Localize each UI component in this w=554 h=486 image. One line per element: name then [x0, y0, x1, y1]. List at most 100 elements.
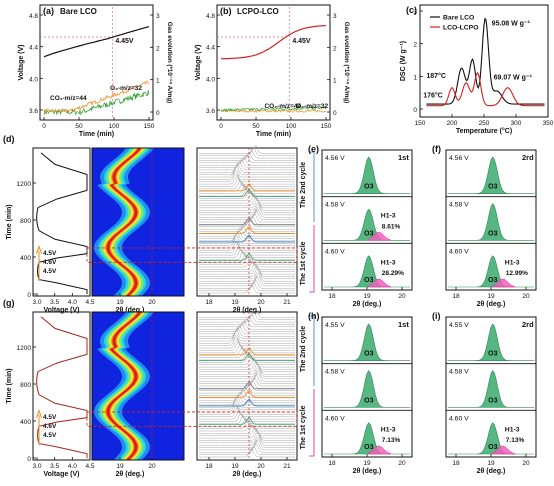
x-axis-label: Time (min) [256, 131, 291, 138]
x-axis-label: 2θ (deg.) [353, 301, 382, 308]
waterfall-trace [199, 203, 295, 213]
h13-peak [492, 445, 516, 455]
x-axis-label: 2θ (deg.) [353, 468, 382, 475]
highlighted-trace [199, 389, 295, 398]
voltage-label: 4.55 V [449, 322, 469, 329]
waterfall-trace [199, 193, 295, 204]
highlighted-trace [199, 352, 295, 361]
waterfall-trace [199, 276, 295, 287]
x-tick-label: 20 [522, 460, 530, 467]
cycle-highlight-box [86, 411, 298, 427]
cycle-2-label: The 2nd cycle [300, 326, 307, 372]
arrow-head [36, 408, 42, 418]
h13-fraction: 12.99% [506, 270, 528, 277]
o3-peak [323, 370, 411, 408]
waterfall-trace [199, 423, 295, 432]
waterfall-trace [199, 332, 295, 342]
x-tick-label: 20 [398, 460, 406, 467]
waterfall-trace [199, 259, 295, 268]
cycle-2-bracket [309, 151, 315, 222]
waterfall-trace [199, 263, 295, 272]
x-axis-label: 2θ (deg.) [116, 307, 145, 314]
x-tick-label: 150 [415, 120, 426, 127]
y-tick-label: 4.4 [29, 45, 38, 52]
highlighted-trace [199, 225, 295, 234]
x-tick-label: 18 [452, 293, 460, 300]
x-tick-label: 100 [109, 123, 120, 130]
panel-tag: (f) [432, 144, 441, 154]
arrow-head [36, 244, 42, 254]
voltage-mark: 4.5V [43, 250, 57, 257]
panel-tag: (i) [432, 311, 441, 321]
waterfall-trace [199, 281, 295, 291]
peak-label-bare: 95.08 W g⁻¹ [492, 21, 531, 28]
highlighted-trace [199, 183, 295, 192]
co2-curve [220, 108, 327, 114]
highlighted-trace [199, 188, 295, 197]
dsc-lcpo [426, 72, 545, 107]
voltage-label: 4.58 V [449, 202, 469, 209]
waterfall-trace [199, 406, 295, 415]
x-tick-label: 21 [283, 463, 291, 470]
x-tick-label: 4.5 [85, 463, 94, 470]
waterfall-group [199, 145, 295, 294]
x-axis-label: 2θ (deg.) [477, 468, 506, 475]
waterfall-trace [199, 269, 295, 280]
voltage-mark: 4.5V [43, 268, 57, 275]
y-tick-label: 3 [413, 9, 417, 16]
cycle-label: 1st [398, 320, 409, 329]
waterfall-trace [199, 236, 295, 246]
waterfall-trace [199, 363, 295, 373]
cycle-label: 2rd [522, 153, 534, 162]
waterfall-trace [199, 210, 295, 220]
voltage-profile [36, 152, 88, 294]
waterfall-trace [199, 280, 295, 289]
o3-label: O3 [364, 444, 373, 451]
cycle-2-label: The 2nd cycle [300, 162, 307, 208]
voltage-mark: 4.6V [43, 259, 57, 266]
cycle-1-label: The 1st cycle [300, 405, 307, 449]
o3-label: O3 [488, 397, 497, 404]
waterfall-trace [199, 184, 295, 194]
x-tick-label: 150 [321, 123, 332, 130]
waterfall-trace [199, 352, 295, 363]
y2-tick-label: 2 [156, 45, 160, 52]
waterfall-trace [199, 159, 295, 168]
o3-peak [323, 323, 411, 361]
y-axis-label: Voltage (V) [195, 44, 202, 80]
h13-peak [368, 445, 392, 455]
o3-label: O3 [488, 230, 497, 237]
voltage-profile [36, 316, 88, 458]
x-tick-label: 21 [283, 299, 291, 306]
x-axis-label: Voltage (V) [43, 471, 79, 478]
x-tick-label: 350 [543, 120, 554, 127]
waterfall-trace [199, 395, 295, 406]
waterfall-trace [199, 348, 295, 358]
x-axis-label: 2θ (deg.) [116, 471, 145, 478]
panel-tag: (b) [220, 6, 232, 16]
waterfall-trace [199, 235, 295, 244]
y-tick-label: 1200 [17, 181, 32, 188]
x-tick-label: 20 [148, 463, 156, 470]
waterfall-trace [199, 339, 295, 349]
waterfall-trace [199, 433, 295, 444]
waterfall-trace [199, 376, 295, 387]
y-tick-label: 3.6 [206, 108, 215, 115]
h13-peak [368, 232, 392, 241]
y-tick-label: 4.8 [29, 13, 38, 20]
waterfall-trace [199, 151, 295, 161]
o3-label: O3 [488, 184, 497, 191]
x-tick-label: 18 [452, 460, 460, 467]
o3-peak [447, 323, 535, 361]
waterfall-trace [199, 427, 295, 436]
cycle-1-bracket [309, 388, 315, 457]
x-tick-label: 300 [511, 120, 522, 127]
waterfall-trace [199, 374, 295, 384]
highlighted-trace [199, 398, 295, 407]
o3-label: O3 [364, 351, 373, 358]
o3-label: O3 [364, 397, 373, 404]
y-tick-label: 1200 [17, 345, 32, 352]
y2-tick-label: 0 [156, 110, 160, 117]
voltage-label: 4.60 V [325, 248, 345, 255]
y-tick-label: 4.4 [206, 45, 215, 52]
